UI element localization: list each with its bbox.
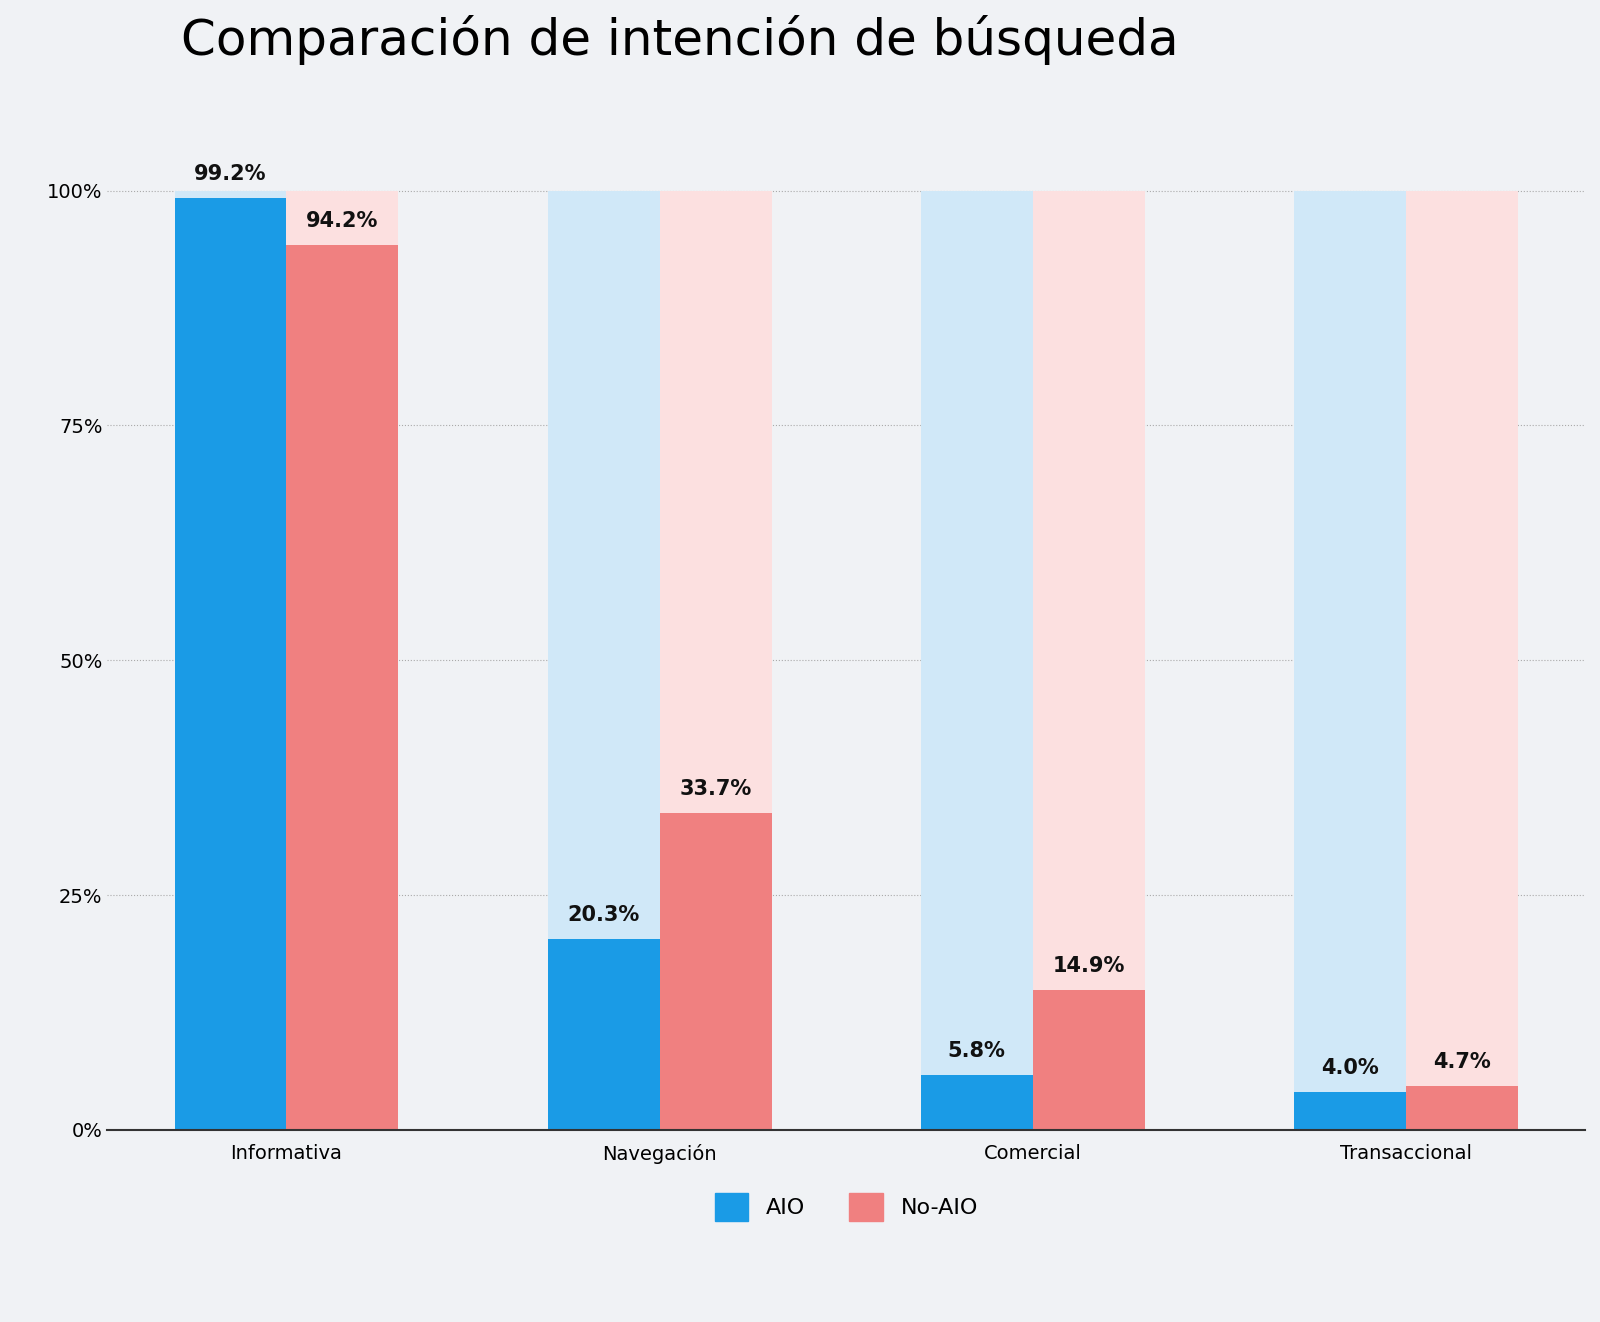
- Text: Comparación de intención de búsqueda: Comparación de intención de búsqueda: [181, 15, 1179, 65]
- Bar: [1294, 1092, 1406, 1130]
- Bar: [1406, 190, 1518, 1130]
- Bar: [286, 190, 398, 1130]
- Bar: [659, 190, 771, 1130]
- Text: 20.3%: 20.3%: [568, 906, 640, 925]
- Bar: [922, 1075, 1032, 1130]
- Legend: AIO, No-AIO: AIO, No-AIO: [693, 1171, 1000, 1243]
- Bar: [922, 190, 1032, 1130]
- Text: 99.2%: 99.2%: [194, 164, 267, 184]
- Bar: [174, 198, 286, 1130]
- Text: 5.8%: 5.8%: [947, 1042, 1006, 1062]
- Bar: [659, 813, 771, 1130]
- Bar: [1032, 990, 1144, 1130]
- Text: 4.7%: 4.7%: [1434, 1051, 1491, 1072]
- Bar: [286, 245, 398, 1130]
- Bar: [547, 939, 659, 1130]
- Bar: [1294, 190, 1406, 1130]
- Text: 94.2%: 94.2%: [306, 212, 379, 231]
- Bar: [1032, 190, 1144, 1130]
- Bar: [547, 190, 659, 1130]
- Text: 14.9%: 14.9%: [1053, 956, 1125, 976]
- Text: 33.7%: 33.7%: [680, 779, 752, 800]
- Bar: [1406, 1085, 1518, 1130]
- Bar: [174, 190, 286, 1130]
- Text: 4.0%: 4.0%: [1322, 1058, 1379, 1079]
